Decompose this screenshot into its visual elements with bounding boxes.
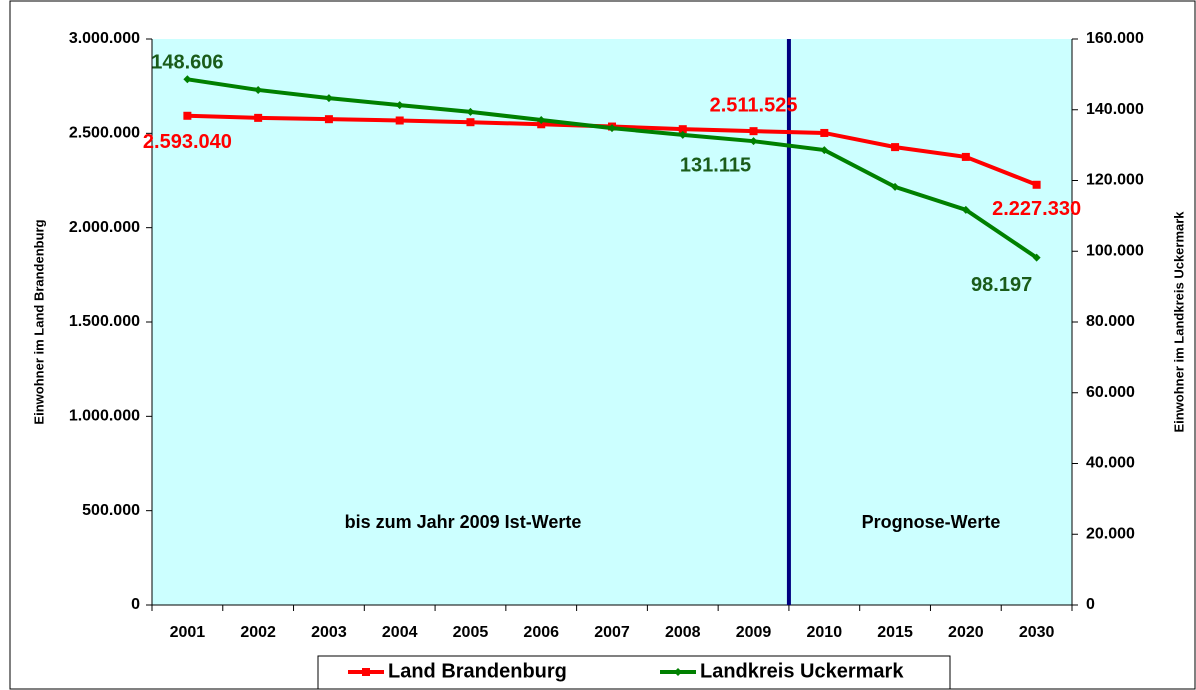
marker — [961, 205, 970, 214]
y-tick-label: 3.000.000 — [69, 30, 140, 47]
marker — [1032, 180, 1041, 189]
legend-marker — [674, 668, 682, 676]
marker — [254, 85, 263, 94]
x-tick-label: 2009 — [736, 624, 772, 641]
y-tick-label: 2.500.000 — [69, 125, 140, 142]
marker — [678, 130, 687, 139]
x-tick-label: 2002 — [240, 624, 276, 641]
legend-box — [317, 655, 951, 690]
x-tick-label: 2004 — [382, 624, 418, 641]
y-tick-label: 2.000.000 — [69, 219, 140, 236]
annotation: Prognose-Werte — [862, 512, 1001, 532]
annotation: bis zum Jahr 2009 Ist-Werte — [345, 512, 582, 532]
y2-tick-label: 120.000 — [1086, 172, 1144, 189]
marker — [820, 146, 829, 155]
marker — [891, 182, 900, 191]
y-tick-label: 0 — [131, 596, 140, 613]
y2-tick-label: 20.000 — [1086, 525, 1135, 542]
data-label: 2.227.330 — [992, 198, 1081, 220]
legend-marker — [362, 668, 370, 676]
y2-tick-label: 160.000 — [1086, 30, 1144, 47]
marker — [537, 120, 546, 129]
x-tick-label: 2005 — [453, 624, 489, 641]
y2-tick-label: 80.000 — [1086, 313, 1135, 330]
legend-label: Land Brandenburg — [388, 660, 567, 682]
x-tick-label: 2015 — [877, 624, 913, 641]
x-tick-label: 2030 — [1019, 624, 1055, 641]
x-tick-label: 2001 — [170, 624, 206, 641]
marker — [324, 115, 333, 124]
y-axis-label: Einwohner im Land Brandenburg — [31, 219, 46, 424]
y2-tick-label: 60.000 — [1086, 384, 1135, 401]
x-tick-label: 2010 — [807, 624, 843, 641]
data-label: 148.606 — [151, 52, 223, 74]
y-tick-label: 500.000 — [82, 502, 140, 519]
y2-tick-label: 0 — [1086, 596, 1095, 613]
data-label: 2.511.525 — [710, 94, 798, 116]
x-tick-label: 2006 — [523, 624, 559, 641]
plot-area — [152, 39, 1072, 605]
marker — [395, 116, 404, 125]
x-tick-label: 2003 — [311, 624, 347, 641]
x-tick-label: 2008 — [665, 624, 701, 641]
marker — [749, 137, 758, 146]
marker — [678, 125, 687, 134]
marker — [749, 127, 758, 136]
marker — [183, 75, 192, 84]
x-tick-label: 2007 — [594, 624, 630, 641]
y-tick-label: 1.500.000 — [69, 313, 140, 330]
marker — [537, 116, 546, 125]
legend-label: Landkreis Uckermark — [700, 660, 904, 682]
marker — [324, 94, 333, 103]
x-tick-label: 2020 — [948, 624, 984, 641]
marker — [820, 128, 829, 137]
marker — [466, 107, 475, 116]
y2-tick-label: 40.000 — [1086, 455, 1135, 472]
y2-axis-label: Einwohner im Landkreis Uckermark — [1171, 211, 1186, 433]
marker — [395, 101, 404, 110]
marker — [961, 152, 970, 161]
y-tick-label: 1.000.000 — [69, 408, 140, 425]
marker — [1032, 253, 1041, 262]
marker — [608, 124, 616, 133]
data-label: 98.197 — [971, 274, 1032, 296]
marker — [183, 111, 192, 120]
marker — [891, 143, 900, 152]
y2-tick-label: 140.000 — [1086, 101, 1144, 118]
data-label: 2.593.040 — [143, 131, 232, 153]
y2-tick-label: 100.000 — [1086, 242, 1144, 259]
marker — [466, 118, 475, 127]
data-label: 131.115 — [680, 154, 751, 176]
marker — [254, 113, 263, 122]
